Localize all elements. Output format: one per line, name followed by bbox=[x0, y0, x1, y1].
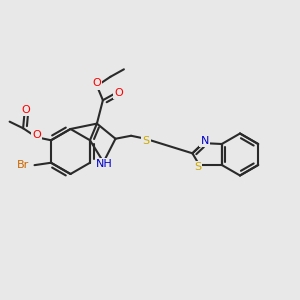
Text: O: O bbox=[22, 105, 31, 115]
Text: O: O bbox=[32, 130, 41, 140]
Text: S: S bbox=[194, 162, 201, 172]
Text: O: O bbox=[114, 88, 123, 98]
Text: S: S bbox=[142, 136, 150, 146]
Text: O: O bbox=[92, 78, 101, 88]
Text: Br: Br bbox=[17, 160, 29, 170]
Text: NH: NH bbox=[96, 159, 113, 169]
Text: N: N bbox=[200, 136, 209, 146]
